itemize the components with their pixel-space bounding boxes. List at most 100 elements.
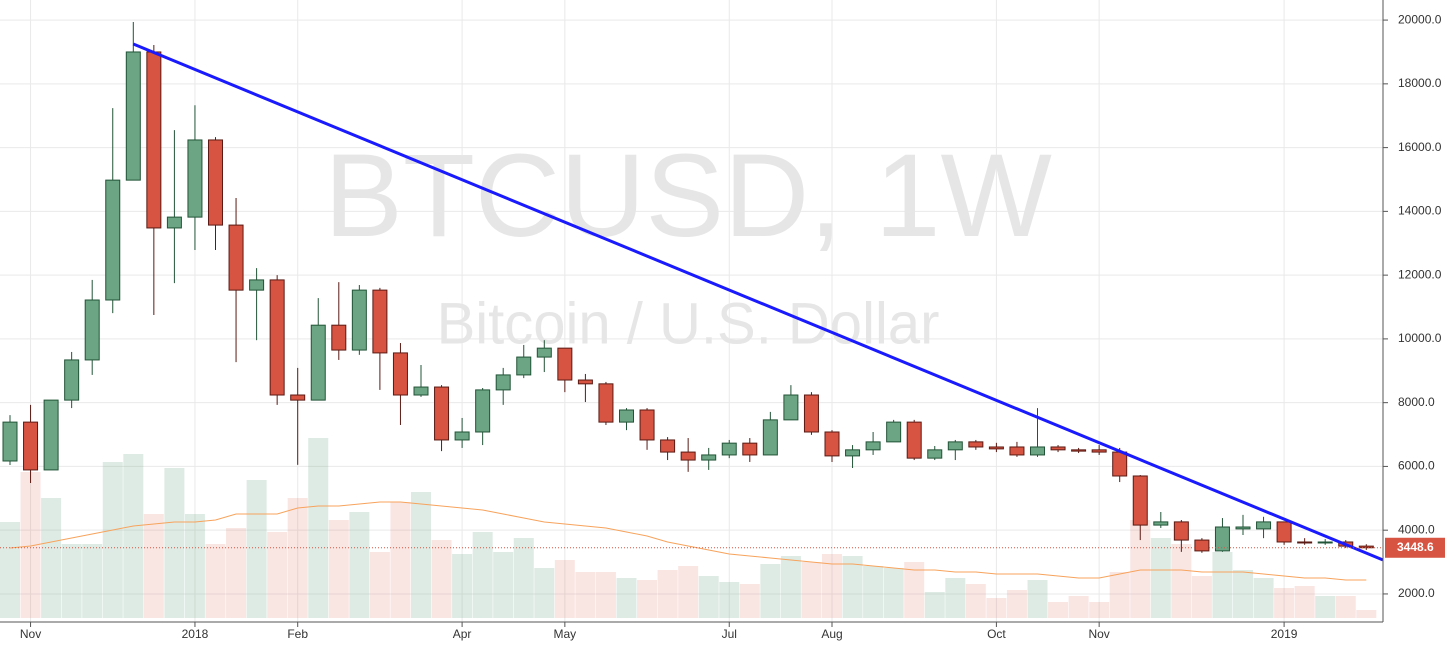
- candle-body: [269, 279, 285, 396]
- candle-body: [392, 352, 408, 396]
- volume-bar: [1233, 570, 1253, 618]
- candle-body: [208, 139, 223, 226]
- candle-body: [1276, 521, 1292, 543]
- volume-bar: [1171, 544, 1192, 618]
- watermark-title: BTCUSD, 1W: [324, 130, 1052, 262]
- x-tick-label: May: [554, 627, 577, 641]
- volume-bar: [780, 556, 801, 618]
- x-tick-label: Aug: [821, 627, 842, 641]
- candle-body: [742, 442, 758, 456]
- candle-body: [475, 389, 491, 433]
- candle-body: [290, 394, 306, 401]
- volume-bar: [1356, 610, 1377, 618]
- volume-bar: [123, 454, 144, 618]
- volume-bar: [739, 584, 760, 618]
- volume-bar: [20, 472, 41, 618]
- candle-body: [619, 409, 634, 423]
- volume-bar: [883, 568, 904, 618]
- volume-bar: [431, 540, 452, 618]
- candle-body: [2, 421, 18, 462]
- candle-body: [351, 289, 367, 351]
- watermark-subtitle: Bitcoin / U.S. Dollar: [437, 291, 940, 356]
- candle-body: [1091, 449, 1107, 453]
- candle-body: [577, 379, 593, 385]
- volume-bar: [719, 582, 740, 618]
- volume-bar: [1150, 538, 1171, 618]
- candle-body: [783, 394, 799, 421]
- volume-bar: [246, 480, 267, 618]
- y-tick-label: 6000.0: [1398, 459, 1435, 473]
- candle-body: [434, 386, 450, 441]
- candle-body: [762, 419, 778, 456]
- volume-bar: [472, 532, 493, 618]
- candle-body: [125, 51, 141, 181]
- candle-body: [1256, 521, 1272, 530]
- volume-bar: [267, 532, 288, 618]
- volume-ma-line: [9, 501, 1367, 581]
- volume-bar: [801, 562, 822, 618]
- candle-body: [1050, 446, 1066, 451]
- volume-bar: [1212, 552, 1233, 618]
- volume-bar: [534, 568, 555, 618]
- y-tick-label: 14000.0: [1398, 204, 1442, 218]
- candle-body: [639, 409, 655, 441]
- candle-body: [1030, 446, 1045, 456]
- volume-bar: [698, 576, 719, 618]
- x-tick-label: Oct: [987, 627, 1006, 641]
- volume-bar: [308, 438, 329, 618]
- y-tick-label: 18000.0: [1398, 76, 1442, 90]
- x-tick-label: 2019: [1271, 627, 1298, 641]
- x-tick-label: Apr: [453, 627, 472, 641]
- candle-body: [598, 383, 614, 423]
- volume-bar: [637, 580, 658, 618]
- y-tick-label: 16000.0: [1398, 140, 1442, 154]
- candle-body: [824, 431, 840, 457]
- volume-bar: [513, 538, 534, 618]
- volume-bar: [595, 572, 616, 618]
- y-tick-label: 10000.0: [1398, 331, 1442, 345]
- candle-body: [1317, 541, 1333, 544]
- volume-bar: [1294, 586, 1315, 618]
- candle-body: [947, 441, 963, 451]
- volume-bar: [965, 584, 986, 618]
- volume-bar: [349, 512, 370, 618]
- candle-body: [1173, 521, 1189, 541]
- volume-bar: [143, 514, 164, 618]
- candle-body: [187, 139, 203, 218]
- candle-body: [84, 299, 100, 361]
- volume-bar: [82, 544, 103, 618]
- y-tick-label: 20000.0: [1398, 12, 1442, 26]
- candle-body: [803, 394, 819, 433]
- volume-bar: [760, 564, 781, 618]
- volume-bar: [863, 566, 884, 618]
- x-tick-label: Jul: [722, 627, 737, 641]
- candle-body: [495, 374, 511, 391]
- candle-body: [64, 359, 80, 401]
- candle-body: [968, 441, 984, 448]
- candle-body: [1009, 446, 1025, 456]
- candle-body: [886, 421, 902, 443]
- volume-bar: [1274, 588, 1295, 618]
- volume-bar: [1191, 576, 1212, 618]
- x-tick-label: Feb: [287, 627, 308, 641]
- candle-body: [146, 51, 162, 229]
- candle-body: [1297, 541, 1313, 544]
- candle-body: [906, 421, 922, 459]
- candle-body: [1153, 521, 1169, 526]
- candle-body: [310, 324, 326, 401]
- candle-body: [660, 439, 676, 453]
- volume-bar: [1315, 596, 1336, 618]
- volume-bar: [102, 462, 123, 618]
- candle-body: [166, 216, 182, 229]
- candle-body: [1214, 526, 1230, 552]
- candle-body: [331, 324, 347, 351]
- candle-body: [249, 279, 265, 291]
- volume-bar: [1109, 572, 1130, 618]
- candle-body: [454, 431, 470, 441]
- y-tick-label: 8000.0: [1398, 395, 1435, 409]
- volume-bar: [184, 514, 205, 618]
- volume-bar: [287, 498, 308, 618]
- candle-body: [557, 347, 573, 381]
- trendline: [132, 42, 1384, 562]
- volume-bar: [1027, 580, 1048, 618]
